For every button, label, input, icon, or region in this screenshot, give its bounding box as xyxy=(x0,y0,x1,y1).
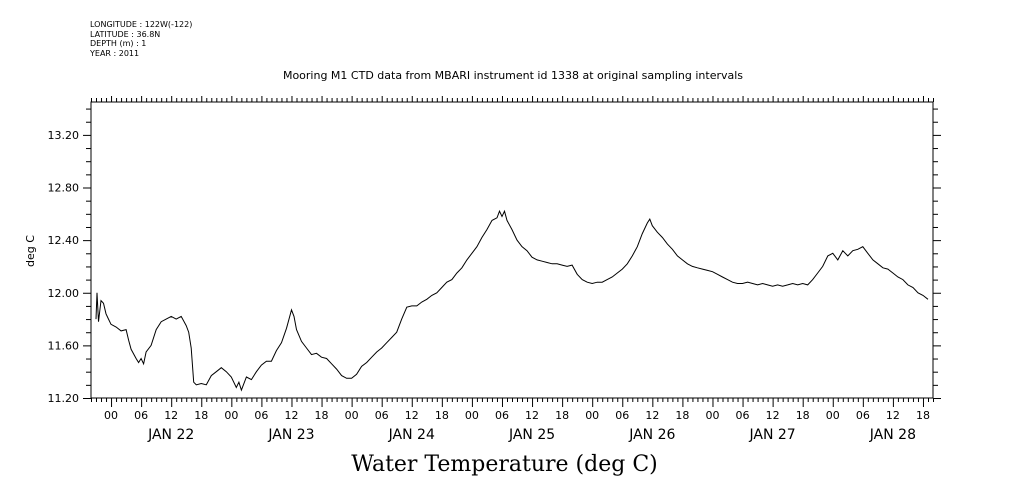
x-hour-label: 06 xyxy=(375,409,389,422)
y-tick-label: 11.20 xyxy=(48,392,80,405)
plot-frame xyxy=(90,101,934,399)
x-day-label: JAN 23 xyxy=(267,427,314,443)
x-hour-label: 18 xyxy=(555,409,569,422)
x-hour-label: 18 xyxy=(435,409,449,422)
x-day-label: JAN 27 xyxy=(749,427,796,443)
x-hour-label: 18 xyxy=(916,409,930,422)
x-hour-label: 00 xyxy=(104,409,118,422)
axes xyxy=(90,101,934,399)
x-hour-label: 12 xyxy=(525,409,539,422)
x-hour-label: 00 xyxy=(705,409,719,422)
plot-footer-title: Water Temperature (deg C) xyxy=(351,452,658,477)
x-hour-label: 00 xyxy=(585,409,599,422)
x-hour-label: 06 xyxy=(736,409,750,422)
x-day-label: JAN 26 xyxy=(628,427,675,443)
series-layer xyxy=(95,209,929,392)
longitude-line: LONGITUDE : 122W(-122) xyxy=(90,20,193,29)
x-day-label: JAN 25 xyxy=(508,427,555,443)
x-hour-label: 00 xyxy=(465,409,479,422)
tick-labels: 11.20 11.60 12.00 12.40 12.80 13.20 00 06 12 18 00… xyxy=(48,129,930,443)
x-hour-label: 00 xyxy=(224,409,238,422)
x-hour-label: 06 xyxy=(254,409,268,422)
y-tick-label: 12.80 xyxy=(48,182,80,195)
y-axis-label: deg C xyxy=(24,235,37,267)
x-hour-label: 18 xyxy=(796,409,810,422)
x-hour-label: 12 xyxy=(766,409,780,422)
y-tick-label: 13.20 xyxy=(48,129,80,142)
y-tick-label: 12.40 xyxy=(48,234,80,247)
x-hour-label: 00 xyxy=(826,409,840,422)
year-line: YEAR : 2011 xyxy=(90,48,140,58)
x-hour-label: 06 xyxy=(134,409,148,422)
x-hour-label: 12 xyxy=(164,409,178,422)
x-hour-label: 06 xyxy=(856,409,870,422)
x-day-label: JAN 24 xyxy=(388,427,435,443)
x-hour-label: 00 xyxy=(345,409,359,422)
x-hour-label: 06 xyxy=(615,409,629,422)
depth-line: DEPTH (m) : 1 xyxy=(90,39,147,48)
x-hour-label: 12 xyxy=(645,409,659,422)
mooring-metadata: LONGITUDE : 122W(-122) LATITUDE : 36.8N … xyxy=(90,20,192,58)
tick-marks xyxy=(83,96,941,407)
x-hour-label: 06 xyxy=(495,409,509,422)
x-hour-label: 18 xyxy=(675,409,689,422)
chart-title: Mooring M1 CTD data from MBARI instrumen… xyxy=(282,69,744,82)
x-day-label: JAN 28 xyxy=(869,427,916,443)
x-day-label: JAN 22 xyxy=(147,427,194,443)
x-hour-label: 12 xyxy=(886,409,900,422)
y-tick-label: 12.00 xyxy=(48,287,80,300)
x-hour-label: 18 xyxy=(194,409,208,422)
latitude-line: LATITUDE : 36.8N xyxy=(90,29,161,39)
x-hour-label: 12 xyxy=(405,409,419,422)
x-hour-label: 12 xyxy=(284,409,298,422)
water-temperature-line xyxy=(95,209,929,392)
y-tick-label: 11.60 xyxy=(48,339,80,352)
x-hour-label: 18 xyxy=(315,409,329,422)
